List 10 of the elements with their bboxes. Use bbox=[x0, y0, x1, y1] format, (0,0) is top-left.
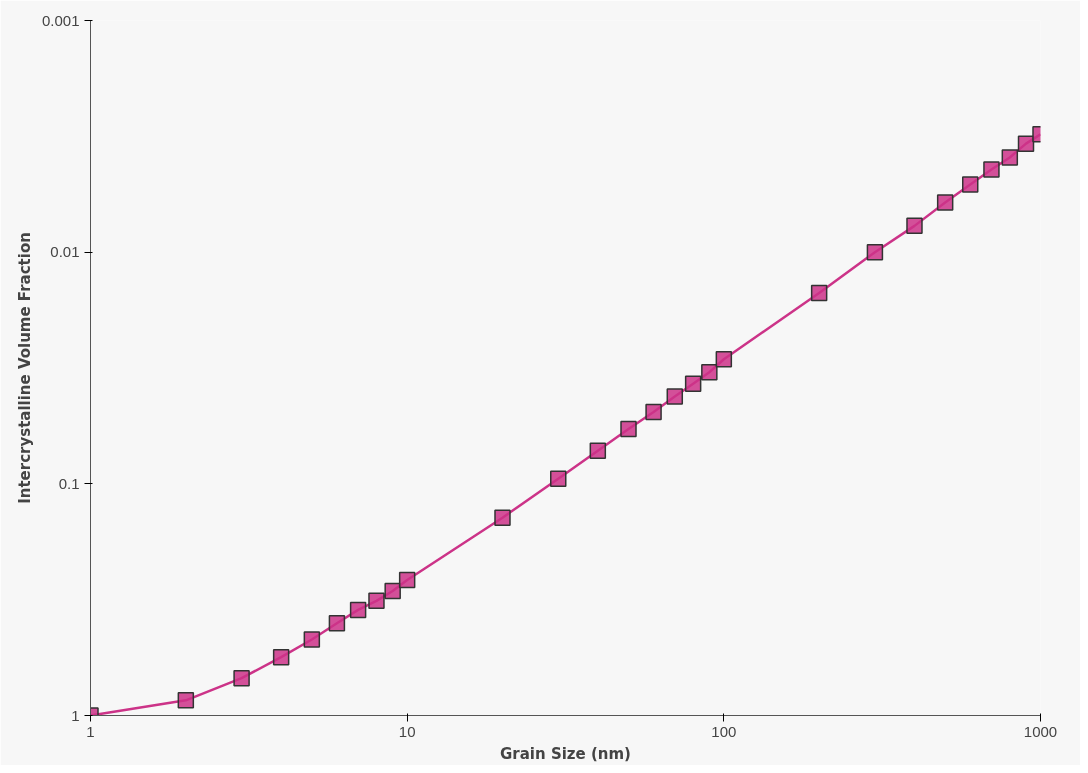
x-tick-label: 10 bbox=[398, 722, 416, 740]
y-tick-label: 0.01 bbox=[50, 243, 80, 261]
y-tick-label: 1 bbox=[71, 706, 80, 724]
y-axis-title: Intercrystalline Volume Fraction bbox=[15, 232, 34, 504]
y-tick-label: 0.001 bbox=[41, 11, 80, 29]
y-tick-label: 0.1 bbox=[58, 474, 80, 492]
x-tick-label: 1 bbox=[86, 722, 95, 740]
x-axis-title: Grain Size (nm) bbox=[500, 744, 631, 763]
x-tick-label: 1000 bbox=[1023, 722, 1058, 740]
x-tick-label: 100 bbox=[711, 722, 737, 740]
